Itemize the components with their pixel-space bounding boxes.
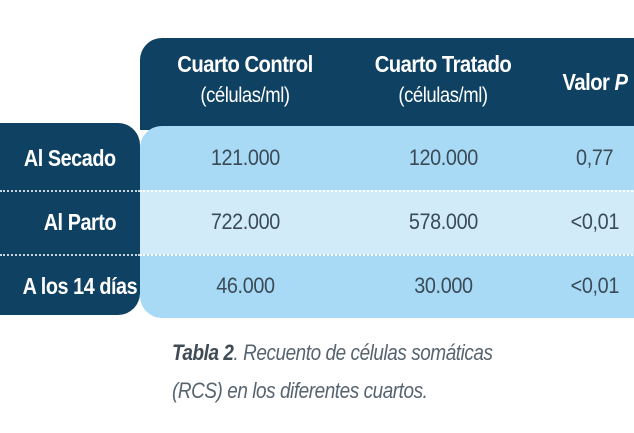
cell-value: 0,77 (576, 145, 614, 170)
table-cell: <0,01 (540, 190, 634, 254)
row-label-text: Al Parto (43, 209, 117, 235)
table-caption: Tabla 2. Recuento de células somáticas (… (172, 334, 612, 410)
row-label-background (0, 123, 140, 315)
cell-value: <0,01 (570, 209, 620, 234)
row-label-text: A los 14 días (22, 273, 138, 299)
caption-text-1: . Recuento de células somáticas (233, 340, 493, 365)
column-header-treated: Cuarto Tratado (células/ml) (343, 50, 543, 109)
caption-line-1: Tabla 2. Recuento de células somáticas (172, 334, 550, 372)
row-label-text: Al Secado (24, 145, 116, 171)
column-header-unit: (células/ml) (200, 83, 290, 107)
caption-line-2: (RCS) en los diferentes cuartos. (172, 378, 428, 403)
table-row (140, 190, 634, 254)
column-header-title-text: Valor (562, 69, 615, 95)
table-cell: <0,01 (540, 254, 634, 318)
table-cell: 120.000 (343, 126, 543, 190)
table-cell: 46.000 (150, 254, 340, 318)
column-header-title: Cuarto Tratado (374, 51, 512, 77)
cell-value: 722.000 (210, 209, 280, 234)
table-cell: 121.000 (150, 126, 340, 190)
row-label-divider (0, 190, 140, 192)
cell-value: 121.000 (210, 145, 280, 170)
cell-value: <0,01 (570, 273, 620, 298)
column-header-p-value: Valor P (540, 68, 634, 97)
table-header-background (140, 38, 634, 130)
table-row (140, 126, 634, 190)
cell-value: 578.000 (408, 209, 478, 234)
column-header-title: Cuarto Control (177, 51, 313, 77)
row-divider (140, 190, 634, 192)
row-label-divider (0, 254, 140, 256)
row-label-14-days: A los 14 días (0, 254, 140, 318)
table-cell: 30.000 (343, 254, 543, 318)
cell-value: 30.000 (413, 273, 473, 298)
column-header-control: Cuarto Control (células/ml) (150, 50, 340, 109)
table-cell: 578.000 (343, 190, 543, 254)
column-header-title-italic: P (614, 69, 628, 95)
row-divider (140, 254, 634, 256)
row-label-dry-off: Al Secado (0, 126, 140, 190)
column-header-title: Valor P (547, 68, 634, 97)
table-row (140, 254, 634, 318)
cell-value: 46.000 (215, 273, 275, 298)
table-cell: 0,77 (540, 126, 634, 190)
caption-label: Tabla 2 (172, 340, 234, 365)
table-cell: 722.000 (150, 190, 340, 254)
column-header-unit: (células/ml) (398, 83, 488, 107)
cell-value: 120.000 (408, 145, 478, 170)
row-label-calving: Al Parto (0, 190, 140, 254)
